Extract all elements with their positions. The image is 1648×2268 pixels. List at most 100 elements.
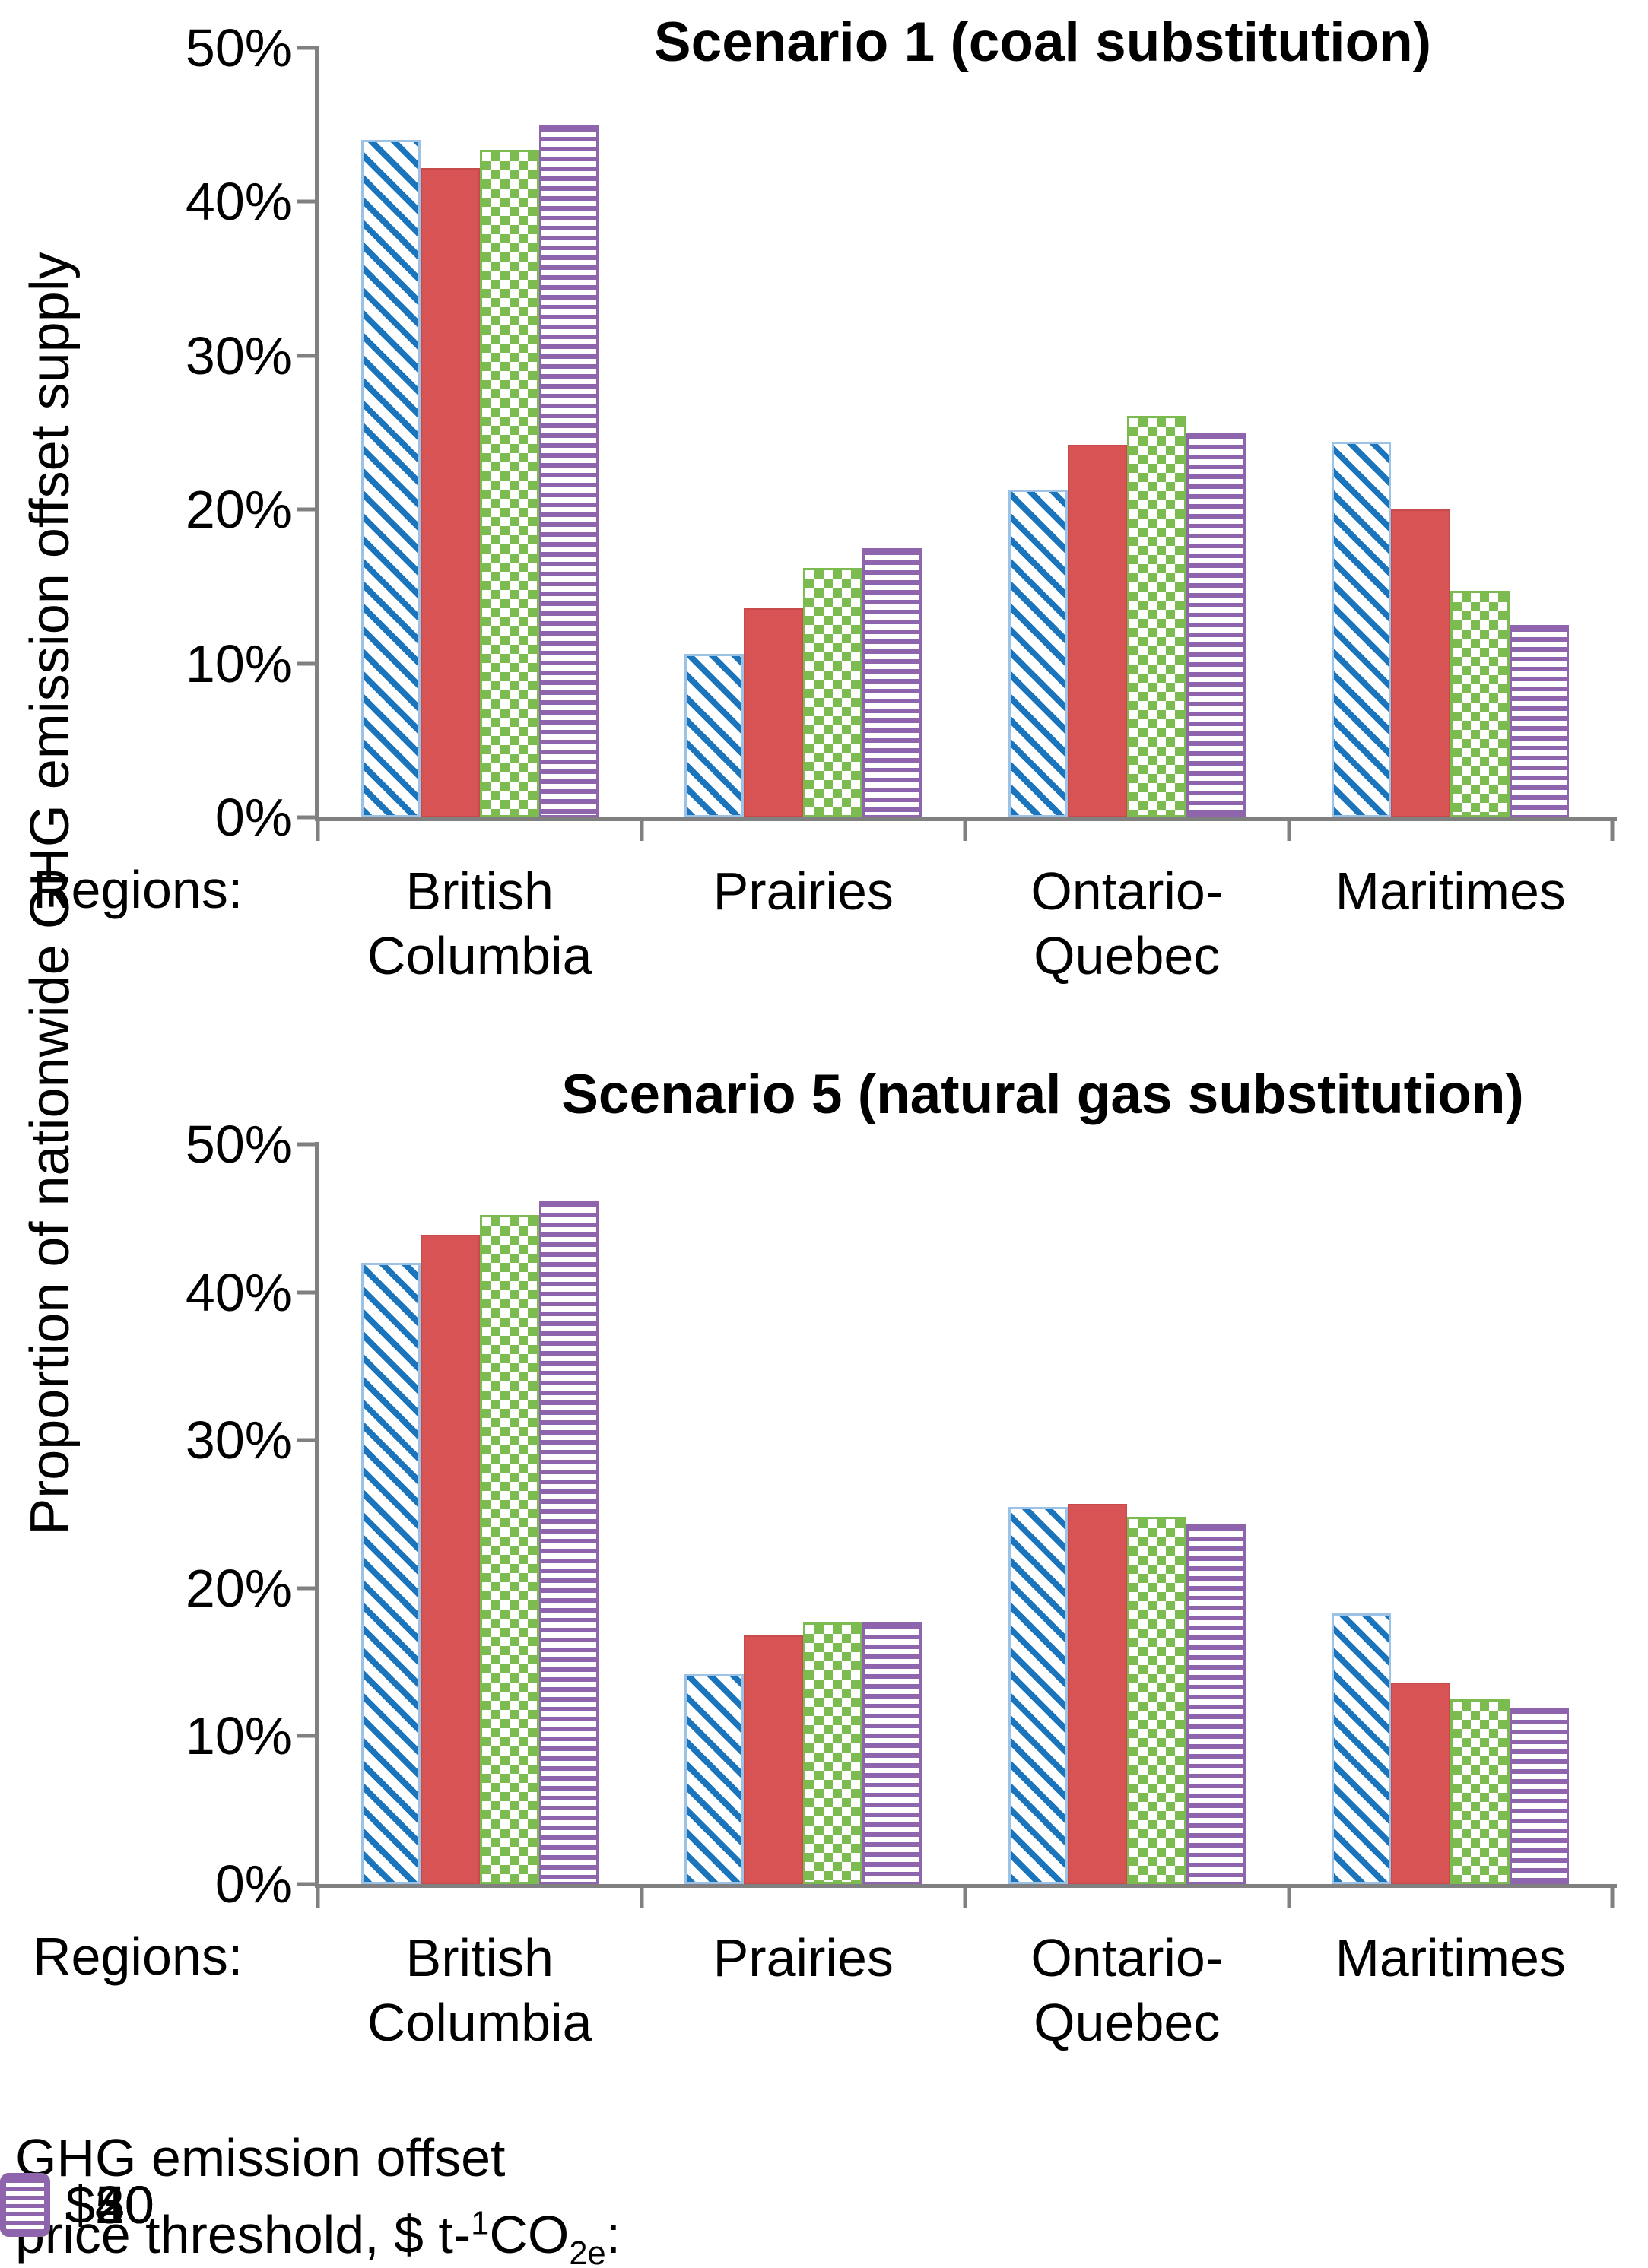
y-tick-mark: [297, 815, 316, 820]
y-tick-label: 50%: [185, 1115, 292, 1174]
bar-50-ontario-: [1186, 1524, 1246, 1884]
bar-50-british: [538, 1200, 599, 1884]
y-axis-line-scenario-5: [315, 1142, 319, 1888]
x-axis-boundary-tick: [316, 820, 320, 841]
y-tick-mark: [297, 354, 316, 358]
bar-30-british: [420, 167, 480, 817]
bar-20-british: [360, 1262, 421, 1884]
legend-item-label: $50: [65, 2175, 154, 2235]
bar-40-british: [479, 149, 539, 817]
y-tick-mark: [297, 1734, 316, 1738]
plot-area-scenario-1: 50% 40% 30% 20% 10% 0% British Columbia Prairies…: [33, 18, 1615, 985]
bar-20-maritimes: [1332, 1613, 1392, 1884]
bar-50-british: [538, 125, 599, 817]
legend-item-label: $20: [65, 2175, 154, 2235]
bar-groups: [318, 48, 1612, 817]
bar-50-ontario-: [1186, 433, 1246, 817]
bar-group-ontario-quebec: [965, 48, 1289, 817]
y-tick-mark: [297, 1142, 316, 1147]
bar-group-prairies: [642, 1144, 966, 1884]
x-axis-line-scenario-1: [315, 817, 1617, 821]
bar-30-british: [420, 1234, 480, 1884]
bar-group-ontario-quebec: [965, 1144, 1289, 1884]
y-tick-label: 0%: [214, 1854, 292, 1914]
x-axis-boundary-tick: [963, 1887, 967, 1908]
y-tick-mark: [297, 1438, 316, 1442]
bar-20-maritimes: [1332, 442, 1392, 817]
bar-30-prairies: [744, 607, 804, 817]
x-category-label: Ontario- Quebec: [1030, 861, 1224, 986]
y-tick-mark: [297, 1586, 316, 1591]
y-tick-label: 30%: [185, 325, 292, 385]
y-tick-label: 30%: [185, 1410, 292, 1470]
bar-group-prairies: [642, 48, 966, 817]
legend-swatch-purple-horizontal-stripes: [0, 2173, 50, 2237]
y-tick-label: 10%: [185, 633, 292, 693]
x-axis-boundary-tick: [640, 1887, 643, 1908]
scenario-1-title: Scenario 1 (coal substitution): [653, 11, 1432, 73]
bar-30-ontario-: [1067, 1503, 1127, 1884]
legend-caption-line-2: price threshold, $ t-1CO2e:: [15, 2204, 621, 2268]
plot-area-scenario-5: 50% 40% 30% 20% 10% 0% British Columbia Prairies…: [33, 1115, 1615, 2052]
bar-30-maritimes: [1391, 1683, 1451, 1884]
bar-group-britishcolumbia: [318, 48, 642, 817]
bar-50-maritimes: [1510, 1708, 1570, 1884]
y-tick-label: 50%: [185, 18, 292, 78]
bar-50-prairies: [862, 1622, 922, 1884]
bar-40-british: [479, 1215, 539, 1884]
x-axis-boundary-tick: [640, 820, 643, 841]
regions-label: Regions:: [33, 1927, 243, 1986]
bar-groups: [318, 1144, 1612, 1884]
x-category-label: Maritimes: [1335, 861, 1566, 921]
x-axis-boundary-tick: [316, 1887, 320, 1908]
x-axis-boundary-tick: [1610, 820, 1615, 841]
bar-30-prairies: [744, 1635, 804, 1884]
legend-caption-line-1: GHG emission offset: [15, 2128, 506, 2187]
legend-item-label: $30: [65, 2175, 154, 2235]
y-tick-label: 20%: [185, 480, 292, 540]
bar-40-prairies: [803, 568, 863, 817]
x-category-label: Prairies: [713, 1928, 894, 1987]
y-tick-label: 10%: [185, 1706, 292, 1766]
y-tick-mark: [297, 661, 316, 666]
y-tick-label: 0%: [214, 788, 292, 847]
x-axis-boundary-tick: [963, 820, 967, 841]
bar-50-maritimes: [1510, 625, 1570, 817]
y-tick-label: 40%: [185, 1262, 292, 1322]
x-axis-line-scenario-5: [315, 1884, 1617, 1888]
y-tick-mark: [297, 199, 316, 204]
x-category-label: British Columbia: [367, 1928, 592, 2053]
legend-item-50: $50: [0, 2173, 154, 2237]
bar-40-maritimes: [1450, 1699, 1510, 1884]
y-tick-mark: [297, 1882, 316, 1886]
bar-group-maritimes: [1289, 1144, 1613, 1884]
y-axis-line-scenario-1: [315, 46, 319, 821]
x-category-label: Ontario- Quebec: [1030, 1928, 1224, 2053]
y-tick-label: 40%: [185, 172, 292, 232]
scenario-5-title: Scenario 5 (natural gas substitution): [561, 1064, 1524, 1125]
bar-20-british: [360, 140, 421, 817]
y-tick-mark: [297, 46, 316, 50]
legend-caption: GHG emission offset price threshold, $ t…: [15, 2120, 621, 2268]
legend-item-label: $40: [65, 2175, 154, 2235]
bar-20-ontario-: [1008, 489, 1068, 817]
y-tick-label: 20%: [185, 1558, 292, 1618]
bar-20-ontario-: [1008, 1506, 1068, 1884]
bar-50-prairies: [862, 547, 922, 817]
bar-40-ontario-: [1126, 415, 1186, 817]
bar-group-britishcolumbia: [318, 1144, 642, 1884]
regions-label: Regions:: [33, 860, 243, 919]
y-tick-mark: [297, 507, 316, 512]
bar-20-prairies: [684, 1673, 745, 1884]
bar-40-prairies: [803, 1622, 863, 1884]
bar-30-maritimes: [1391, 509, 1451, 817]
x-category-label: Prairies: [713, 861, 894, 921]
bar-40-ontario-: [1126, 1517, 1186, 1884]
y-tick-mark: [297, 1290, 316, 1295]
x-category-label: British Columbia: [367, 861, 592, 986]
x-category-label: Maritimes: [1335, 1928, 1566, 1987]
bar-20-prairies: [684, 654, 745, 817]
x-axis-boundary-tick: [1610, 1887, 1615, 1908]
x-category-labels: British Columbia Prairies Ontario- Quebec Mar…: [318, 859, 1612, 989]
